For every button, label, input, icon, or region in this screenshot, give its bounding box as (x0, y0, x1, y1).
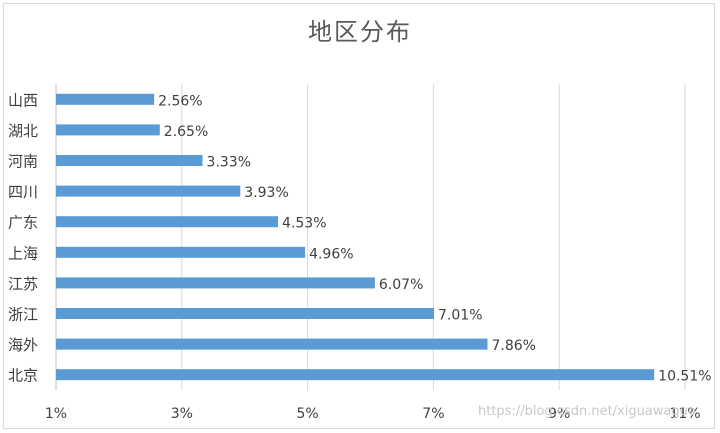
category-label: 广东 (8, 214, 38, 232)
bar (56, 246, 306, 258)
bar (56, 124, 160, 136)
bar (56, 369, 655, 381)
category-label: 山西 (8, 91, 38, 109)
category-label: 上海 (8, 244, 38, 262)
x-tick-label: 3% (171, 406, 193, 422)
bar (56, 277, 375, 289)
value-labels: 2.56% 2.65% 3.33% 3.93% 4.53% 4.96% 6.07% 7.01%… (158, 93, 711, 384)
watermark: https://blog.csdn.net/xiguawaguo (478, 404, 696, 419)
bar (56, 216, 279, 228)
category-label: 江苏 (8, 275, 38, 293)
data-label: 3.93% (244, 185, 288, 201)
chart-title: 地区分布 (308, 18, 412, 46)
category-label: 四川 (8, 183, 38, 201)
x-tick-label: 5% (296, 406, 318, 422)
chart-frame (3, 3, 715, 429)
x-tick-label: 9% (548, 406, 570, 422)
category-label: 湖北 (8, 122, 38, 140)
x-tick-label: 1% (45, 406, 67, 422)
bar (56, 338, 488, 350)
category-label: 北京 (8, 367, 38, 385)
data-label: 7.01% (438, 308, 482, 324)
bar (56, 308, 435, 319)
x-tick-label: 11% (669, 406, 700, 422)
data-label: 10.51% (658, 369, 711, 385)
x-tick-label: 7% (422, 406, 444, 422)
data-label: 3.33% (207, 155, 251, 171)
data-label: 4.53% (282, 216, 326, 232)
bar (56, 93, 155, 105)
data-label: 2.65% (164, 124, 208, 140)
category-label: 浙江 (8, 306, 38, 324)
data-label: 6.07% (379, 277, 423, 293)
data-label: 7.86% (491, 338, 535, 354)
bars (56, 93, 655, 381)
data-label: 2.56% (158, 93, 202, 109)
category-label: 海外 (8, 336, 38, 354)
data-label: 4.96% (309, 246, 353, 262)
bar (56, 185, 241, 197)
x-tick-labels: 1% 3% 5% 7% 9% 11% (45, 406, 701, 422)
category-label: 河南 (8, 153, 38, 171)
bar (56, 155, 203, 166)
